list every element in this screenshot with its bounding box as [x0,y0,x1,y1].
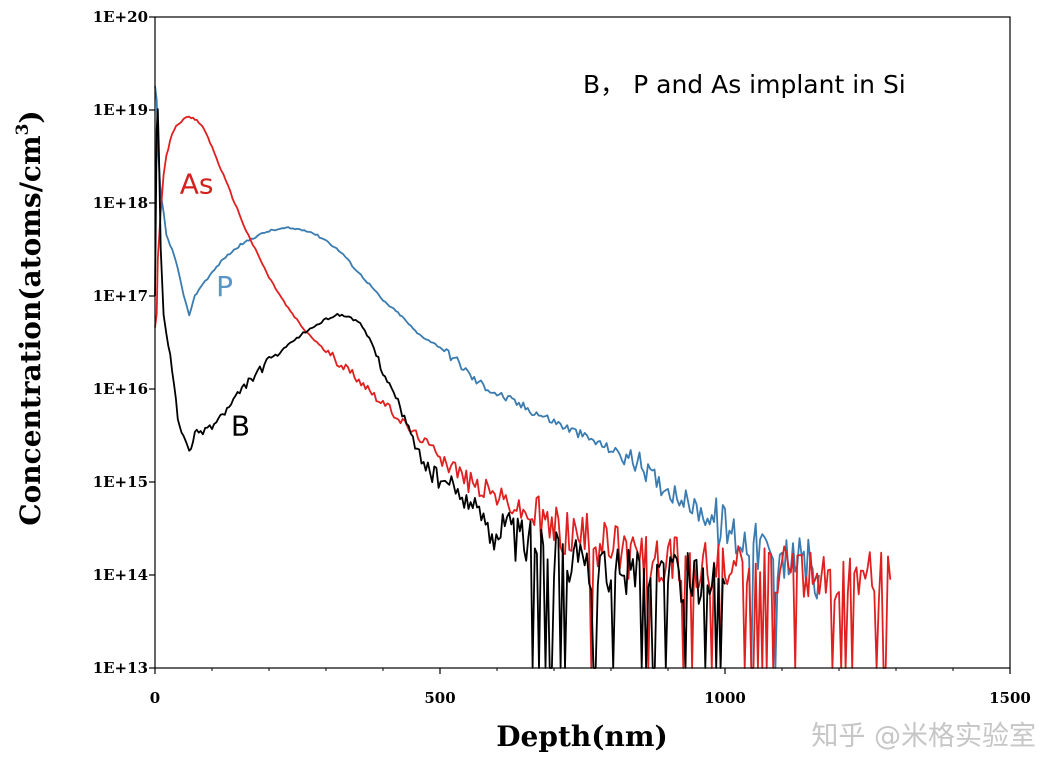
series-label-p: P [216,270,233,303]
x-tick-label: 1500 [989,689,1031,707]
x-axis-title: Depth(nm) [496,720,667,753]
y-tick-label: 1E+18 [93,194,148,212]
plot-frame [154,16,1011,669]
y-tick-label: 1E+13 [93,659,148,677]
y-axis-title-close: ) [14,110,47,123]
y-tick-label: 1E+17 [93,287,148,305]
plot-background [155,17,1010,668]
watermark: 知乎 @米格实验室 [811,721,1036,752]
series-label-as: As [180,168,214,201]
series-label-b: B [231,410,250,443]
series-line-p [154,85,820,669]
x-tick-label: 0 [150,689,160,707]
plot-border [154,16,1011,669]
series-line-as [154,115,892,669]
y-tick-label: 1E+19 [93,101,148,119]
y-tick-label: 1E+14 [93,566,148,584]
axes: 0 500 1000 1500 1E+20 1E+19 1E+18 1E+17 1E+16 1E+… [93,8,1031,707]
y-axis-title-main: Concentration(atoms/cm [14,135,47,525]
y-tick-label: 1E+16 [93,380,148,398]
series-line-b [154,108,726,669]
y-axis-title-superscript: 3 [13,124,33,136]
series-layer [154,85,892,669]
x-tick-label: 1000 [704,689,746,707]
series-labels: P As B [180,168,250,443]
y-tick-label: 1E+20 [93,8,148,26]
x-tick-label: 500 [424,689,455,707]
chart-title: B， P and As implant in Si [583,70,906,99]
y-axis-title: Concentration(atoms/cm3) [13,110,47,525]
y-tick-label: 1E+15 [93,473,148,491]
